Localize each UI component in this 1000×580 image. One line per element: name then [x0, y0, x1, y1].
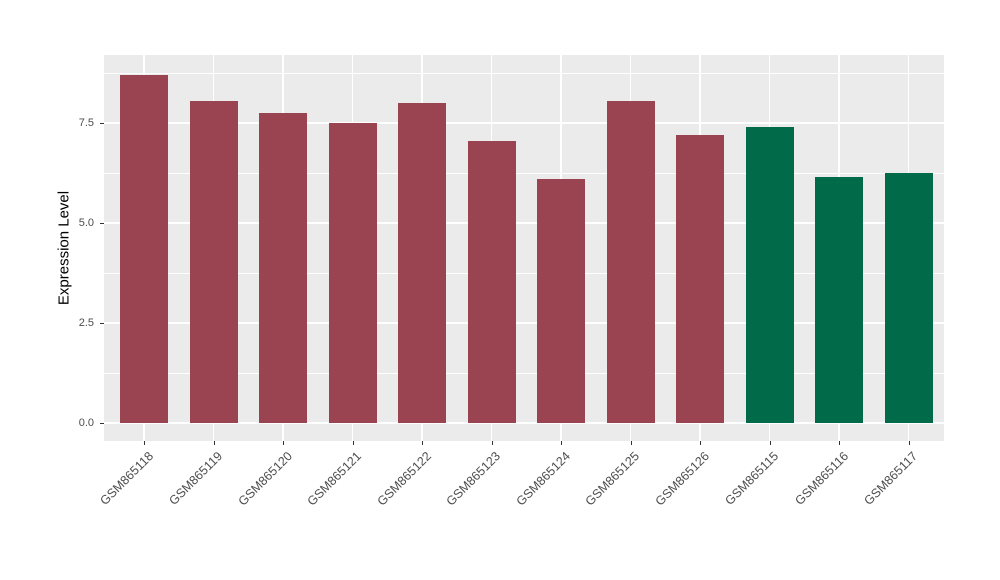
x-tick-mark	[144, 441, 145, 445]
x-tick-label: GSM865115	[722, 449, 782, 508]
x-tick-mark	[491, 441, 493, 445]
gridline-major	[104, 322, 944, 324]
gridline-minor	[104, 172, 944, 174]
bar-GSM865116	[815, 177, 863, 423]
bar-GSM865123	[467, 141, 516, 423]
bar-GSM865120	[259, 113, 307, 423]
bar-GSM865119	[189, 101, 238, 423]
bar-GSM865126	[676, 135, 724, 423]
x-tick-label: GSM865124	[513, 449, 573, 509]
bar-GSM865125	[606, 101, 655, 423]
y-tick-mark	[100, 223, 104, 224]
gridline-minor	[104, 372, 944, 374]
x-tick-label: GSM865122	[374, 449, 434, 509]
x-tick-mark	[839, 441, 840, 445]
x-tick-label: GSM865119	[166, 449, 226, 508]
x-tick-label: GSM865121	[304, 449, 365, 509]
bar-GSM865115	[745, 127, 794, 423]
x-tick-mark	[630, 441, 632, 445]
y-tick-label: 2.5	[78, 317, 94, 329]
bar-GSM865117	[884, 173, 933, 423]
x-tick-label: GSM865126	[652, 449, 712, 509]
x-tick-label: GSM865123	[443, 449, 504, 509]
x-tick-mark	[422, 441, 423, 445]
x-tick-label: GSM865118	[97, 449, 156, 508]
gridline-major	[104, 122, 944, 124]
x-tick-mark	[283, 441, 284, 445]
y-tick-mark	[100, 123, 104, 124]
bar-GSM865121	[328, 123, 377, 423]
x-tick-label: GSM865120	[235, 449, 295, 509]
x-tick-mark	[352, 441, 354, 445]
plot-panel	[104, 55, 944, 441]
y-tick-mark	[100, 423, 104, 424]
x-tick-label: GSM865116	[792, 449, 851, 508]
x-tick-mark	[561, 441, 562, 445]
bar-GSM865118	[120, 75, 168, 423]
gridline-major	[104, 422, 944, 424]
x-tick-mark	[700, 441, 701, 445]
gridline-major	[104, 222, 944, 224]
y-tick-label: 7.5	[78, 117, 94, 129]
bar-GSM865124	[537, 179, 585, 423]
x-tick-mark	[908, 441, 910, 445]
y-tick-label: 5.0	[78, 217, 94, 229]
y-tick-mark	[100, 323, 104, 324]
gridline-minor	[104, 72, 944, 74]
x-tick-mark	[213, 441, 215, 445]
gridline-minor	[104, 272, 944, 274]
x-tick-label: GSM865125	[582, 449, 643, 509]
y-tick-label: 0.0	[78, 417, 94, 429]
y-axis-title: Expression Level	[55, 190, 73, 306]
x-tick-label: GSM865117	[861, 449, 921, 508]
x-tick-mark	[769, 441, 771, 445]
bar-GSM865122	[398, 103, 446, 423]
